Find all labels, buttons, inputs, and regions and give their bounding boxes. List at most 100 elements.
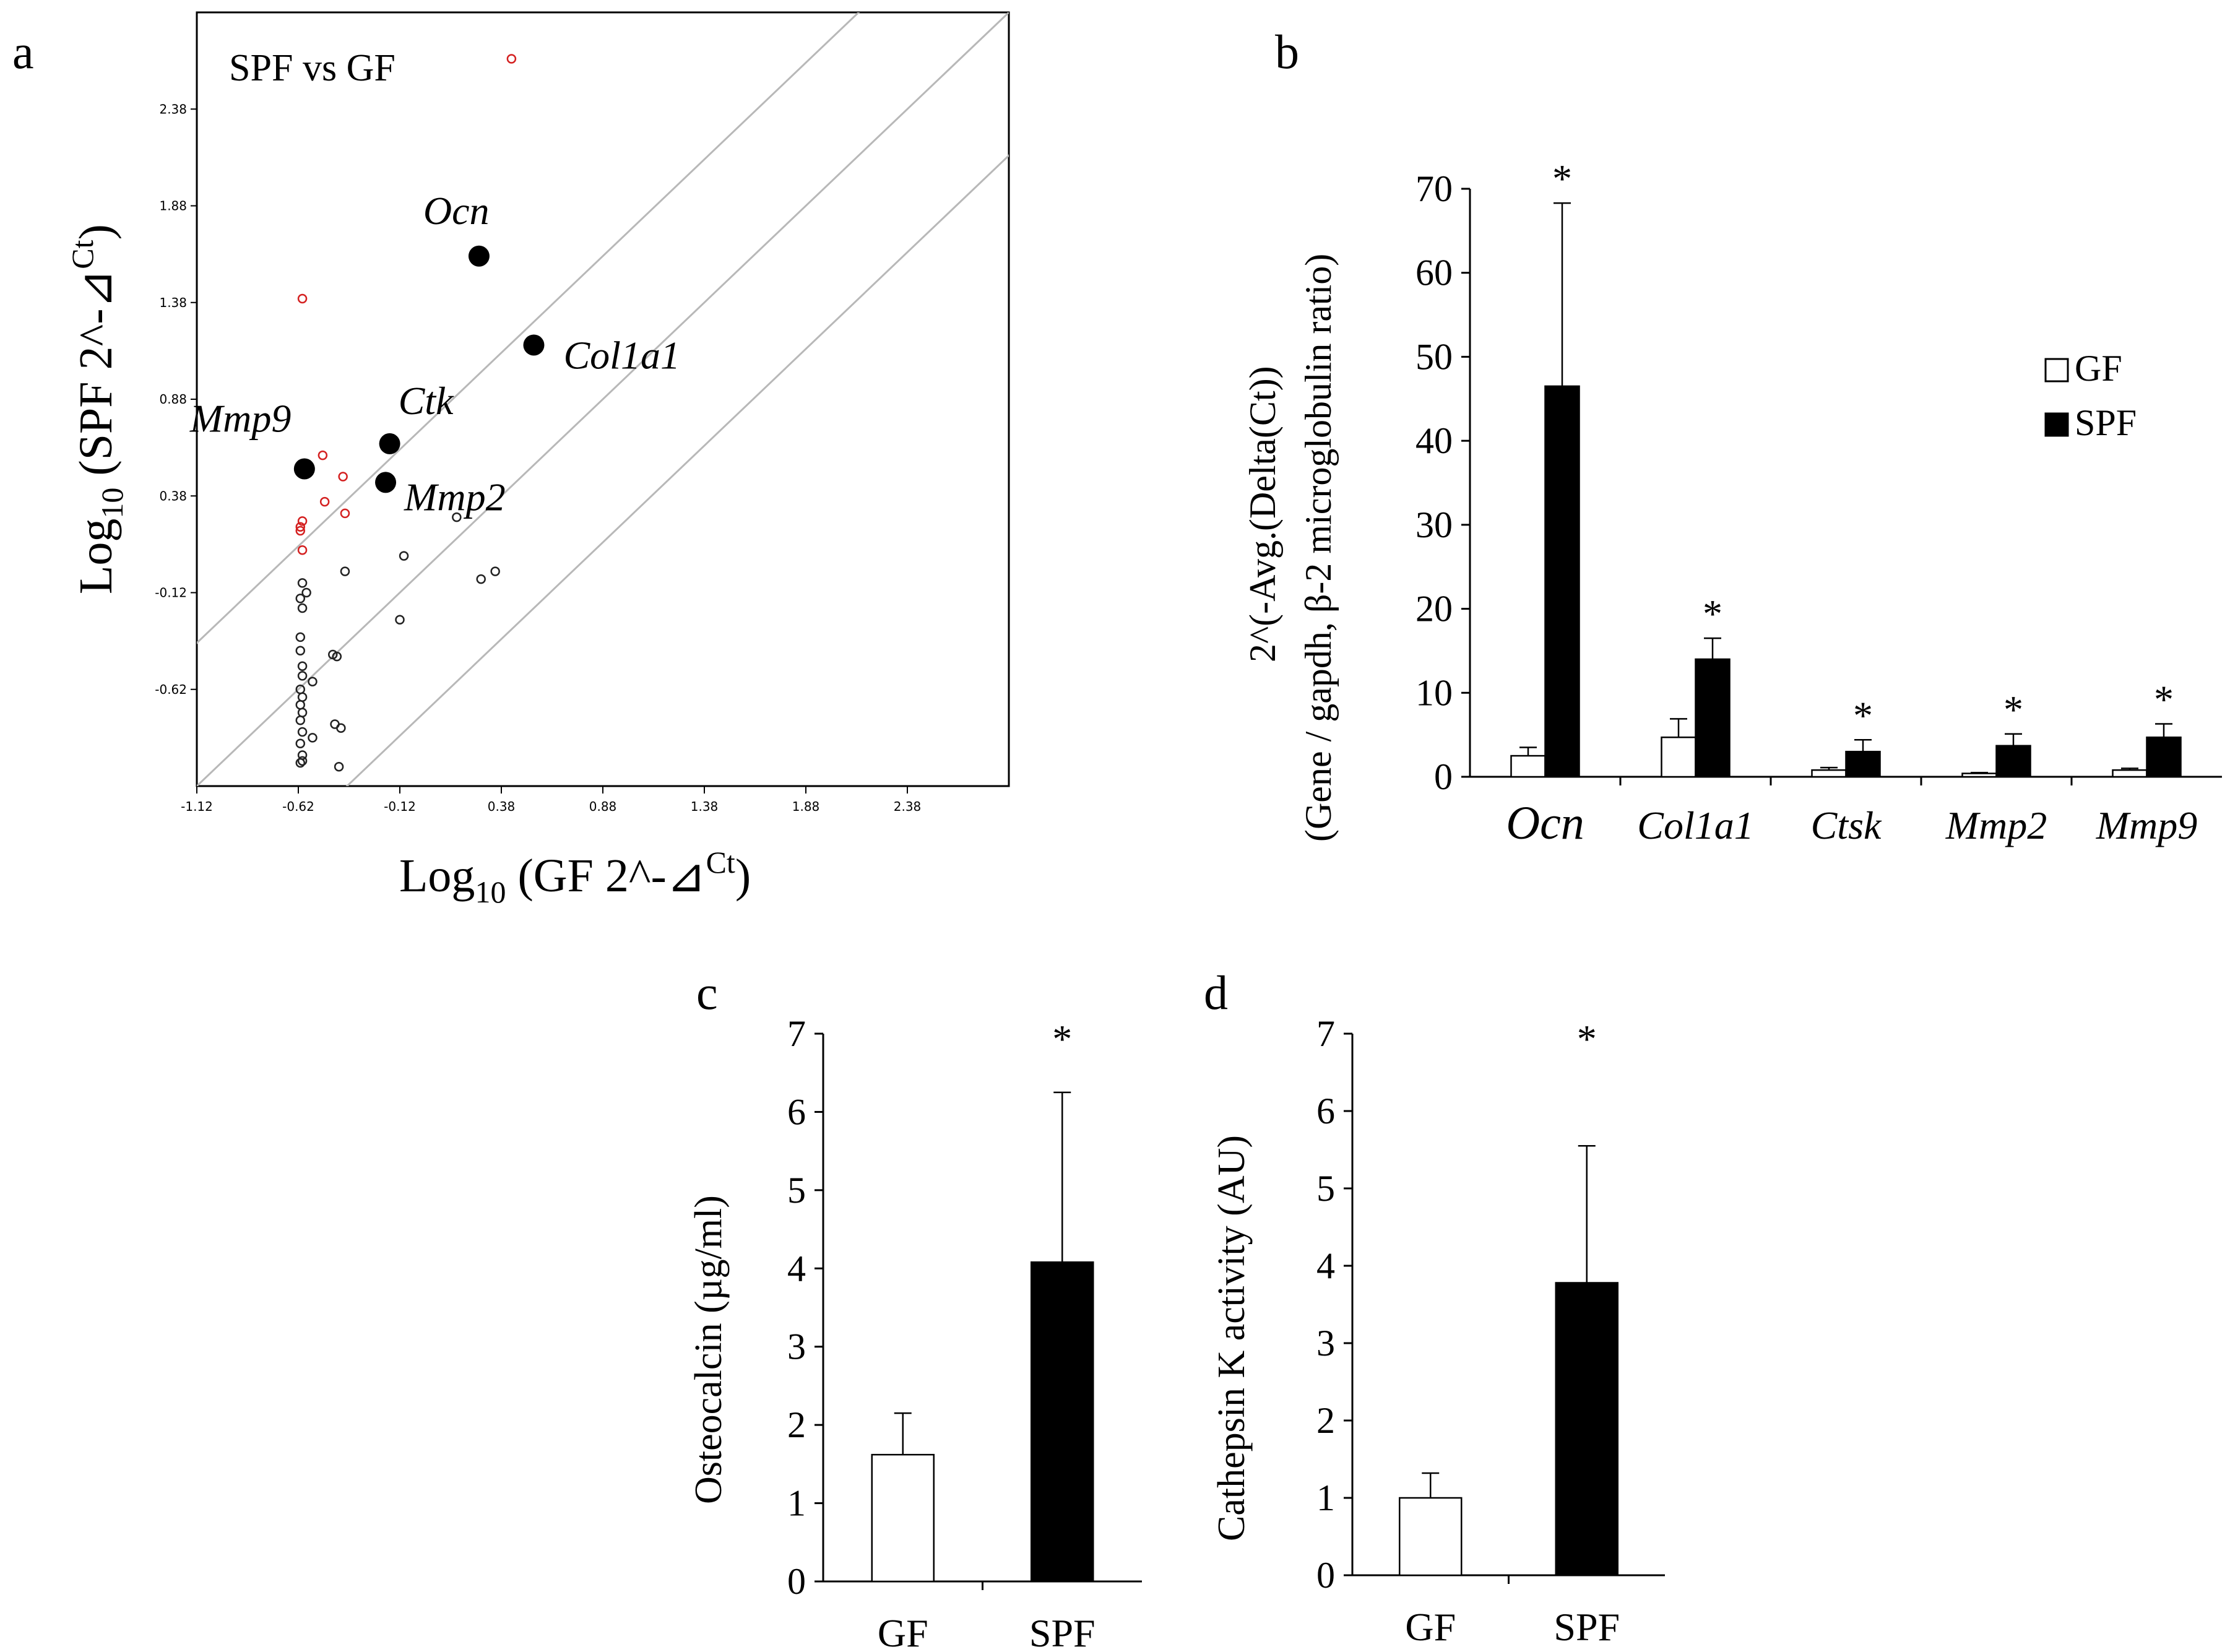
d-y-tick-label: 5 bbox=[1316, 1168, 1335, 1209]
scatter-point-unchanged bbox=[308, 677, 318, 686]
d-y-tick-label: 6 bbox=[1316, 1091, 1335, 1131]
scatter-point-unchanged bbox=[336, 723, 346, 733]
y-tick-label: -0.12 bbox=[155, 586, 187, 600]
b-bar-gf bbox=[2112, 769, 2148, 778]
y-tick-label: 1.38 bbox=[159, 295, 187, 310]
scatter-point-unchanged bbox=[332, 651, 342, 662]
b-category-labels: Ocn Col1a1 Ctsk Mmp2 Mmp9 bbox=[1506, 797, 2197, 849]
b-significance-star: * bbox=[1703, 592, 1722, 636]
b-y-axis-label-line1: 2^(-Avg.(Delta(Ct)) bbox=[1242, 366, 1283, 662]
reference-line bbox=[197, 12, 1009, 786]
scatter-point-unchanged bbox=[476, 574, 486, 584]
scatter-point-upregulated bbox=[319, 496, 330, 507]
scatter-point-unchanged bbox=[308, 733, 318, 743]
scatter-point-upregulated bbox=[338, 472, 348, 482]
panel-label-d: d bbox=[1204, 966, 1228, 1019]
b-bar-spf bbox=[2146, 736, 2182, 778]
osteocalcin-bar-panel: 0 1 2 3 4 5 6 7 * GF SPF Osteocalcin (µg/ml) bbox=[688, 1013, 1142, 1652]
legend-label-spf: SPF bbox=[2075, 402, 2137, 443]
panel-label-c: c bbox=[696, 966, 718, 1019]
c-y-tick-label: 4 bbox=[787, 1248, 806, 1289]
b-y-tick-label: 60 bbox=[1415, 253, 1453, 293]
scatter-point-mmp9 bbox=[293, 458, 315, 480]
scatter-point-unchanged bbox=[297, 578, 308, 588]
x-tick-label: -0.12 bbox=[384, 799, 416, 814]
y-tick-label: 2.38 bbox=[159, 102, 187, 116]
d-category-label: GF bbox=[1405, 1605, 1456, 1649]
b-bar-spf bbox=[1695, 658, 1731, 778]
gene-labels: Ocn Col1a1 Ctk Mmp2 Mmp9 bbox=[189, 189, 680, 519]
scatter-point-unchanged bbox=[295, 646, 306, 655]
y-tick-label: 0.38 bbox=[159, 488, 187, 503]
scatter-point-mmp2 bbox=[375, 472, 397, 493]
b-category-label: Ctsk bbox=[1811, 803, 1882, 847]
c-category-labels: GF SPF bbox=[878, 1611, 1096, 1652]
d-bar-spf bbox=[1555, 1282, 1618, 1576]
c-bar-gf bbox=[871, 1453, 935, 1583]
x-tick-label: 0.88 bbox=[589, 799, 617, 814]
scatter-point-unchanged bbox=[297, 756, 308, 766]
scatter-x-axis-label: Log10 (GF 2^-⊿Ct) bbox=[399, 845, 751, 909]
scatter-point-upregulated bbox=[297, 545, 308, 555]
c-y-axis-ticks: 0 1 2 3 4 5 6 7 bbox=[787, 1013, 823, 1602]
scatter-point-unchanged bbox=[295, 716, 306, 725]
b-y-axis-label-line2: (Gene / gapdh, β-2 microglobulin ratio) bbox=[1298, 254, 1339, 842]
b-y-tick-label: 50 bbox=[1415, 336, 1453, 377]
b-legend: GF SPF bbox=[2044, 348, 2137, 443]
d-significance-star: * bbox=[1577, 1017, 1597, 1061]
c-significance-star: * bbox=[1052, 1017, 1072, 1061]
reference-line bbox=[345, 154, 1009, 786]
gene-expression-bar-panel: 0 10 20 30 40 50 60 70 * * * * * Ocn Col1a1 Ctsk Mmp2 M… bbox=[1242, 157, 2222, 849]
b-y-axis-ticks: 0 10 20 30 40 50 60 70 bbox=[1415, 168, 1470, 797]
b-bar-spf bbox=[1544, 385, 1580, 778]
legend-swatch-spf bbox=[2044, 412, 2069, 437]
scatter-point-unchanged bbox=[395, 615, 405, 625]
scatter-point-unchanged bbox=[452, 512, 462, 522]
gene-label-ctk: Ctk bbox=[399, 379, 454, 423]
c-bar-spf bbox=[1031, 1261, 1094, 1583]
scatter-point-ocn bbox=[468, 245, 490, 267]
d-y-axis-label: Cathepsin K activity (AU) bbox=[1211, 1135, 1253, 1541]
c-y-tick-label: 7 bbox=[787, 1013, 806, 1054]
c-y-tick-label: 6 bbox=[787, 1091, 806, 1132]
c-y-tick-label: 3 bbox=[787, 1326, 806, 1367]
scatter-point-unchanged bbox=[295, 632, 306, 642]
d-bars: * bbox=[1399, 1017, 1618, 1584]
legend-swatch-gf bbox=[2044, 358, 2069, 383]
c-y-tick-label: 0 bbox=[787, 1561, 806, 1602]
c-y-tick-label: 2 bbox=[787, 1404, 806, 1445]
scatter-point-unchanged bbox=[334, 762, 344, 772]
b-y-tick-label: 10 bbox=[1415, 672, 1453, 713]
scatter-point-unchanged bbox=[295, 594, 306, 603]
b-y-tick-label: 70 bbox=[1415, 168, 1453, 209]
scatter-point-unchanged bbox=[297, 727, 308, 737]
c-bars: * bbox=[871, 1017, 1094, 1590]
scatter-point-upregulated bbox=[295, 522, 306, 532]
scatter-plot-panel: -1.12 -0.62 -0.12 0.38 0.88 1.38 1.88 2.38 -0.6… bbox=[65, 11, 1010, 909]
x-tick-label: -1.12 bbox=[181, 799, 213, 814]
c-y-tick-label: 1 bbox=[787, 1483, 806, 1524]
scatter-y-axis-label: Log10 (SPF 2^-⊿Ct) bbox=[65, 224, 129, 594]
gene-label-ocn: Ocn bbox=[423, 189, 490, 233]
cathepsin-bar-panel: 0 1 2 3 4 5 6 7 * GF SPF Cathepsin K activity (A… bbox=[1211, 1013, 1665, 1649]
scatter-point-upregulated bbox=[340, 508, 350, 519]
d-y-tick-label: 0 bbox=[1316, 1555, 1335, 1596]
d-y-tick-label: 7 bbox=[1316, 1013, 1335, 1054]
reference-line bbox=[197, 12, 860, 644]
scatter-point-upregulated bbox=[297, 516, 308, 526]
b-bar-spf bbox=[1845, 751, 1881, 778]
panel-label-a: a bbox=[12, 25, 34, 79]
scatter-point-upregulated bbox=[295, 525, 306, 536]
scatter-point-unchanged bbox=[297, 671, 308, 681]
b-significance-star: * bbox=[2003, 688, 2023, 732]
y-tick-label: 0.88 bbox=[159, 392, 187, 407]
c-y-tick-label: 5 bbox=[787, 1170, 806, 1211]
b-bar-gf bbox=[1510, 755, 1546, 778]
scatter-point-unchanged bbox=[297, 603, 308, 613]
x-tick-label: 2.38 bbox=[894, 799, 922, 814]
gene-label-col1a1: Col1a1 bbox=[563, 334, 680, 378]
scatter-point-upregulated bbox=[318, 450, 328, 461]
x-tick-label: -0.62 bbox=[282, 799, 314, 814]
d-y-tick-label: 4 bbox=[1316, 1245, 1335, 1286]
